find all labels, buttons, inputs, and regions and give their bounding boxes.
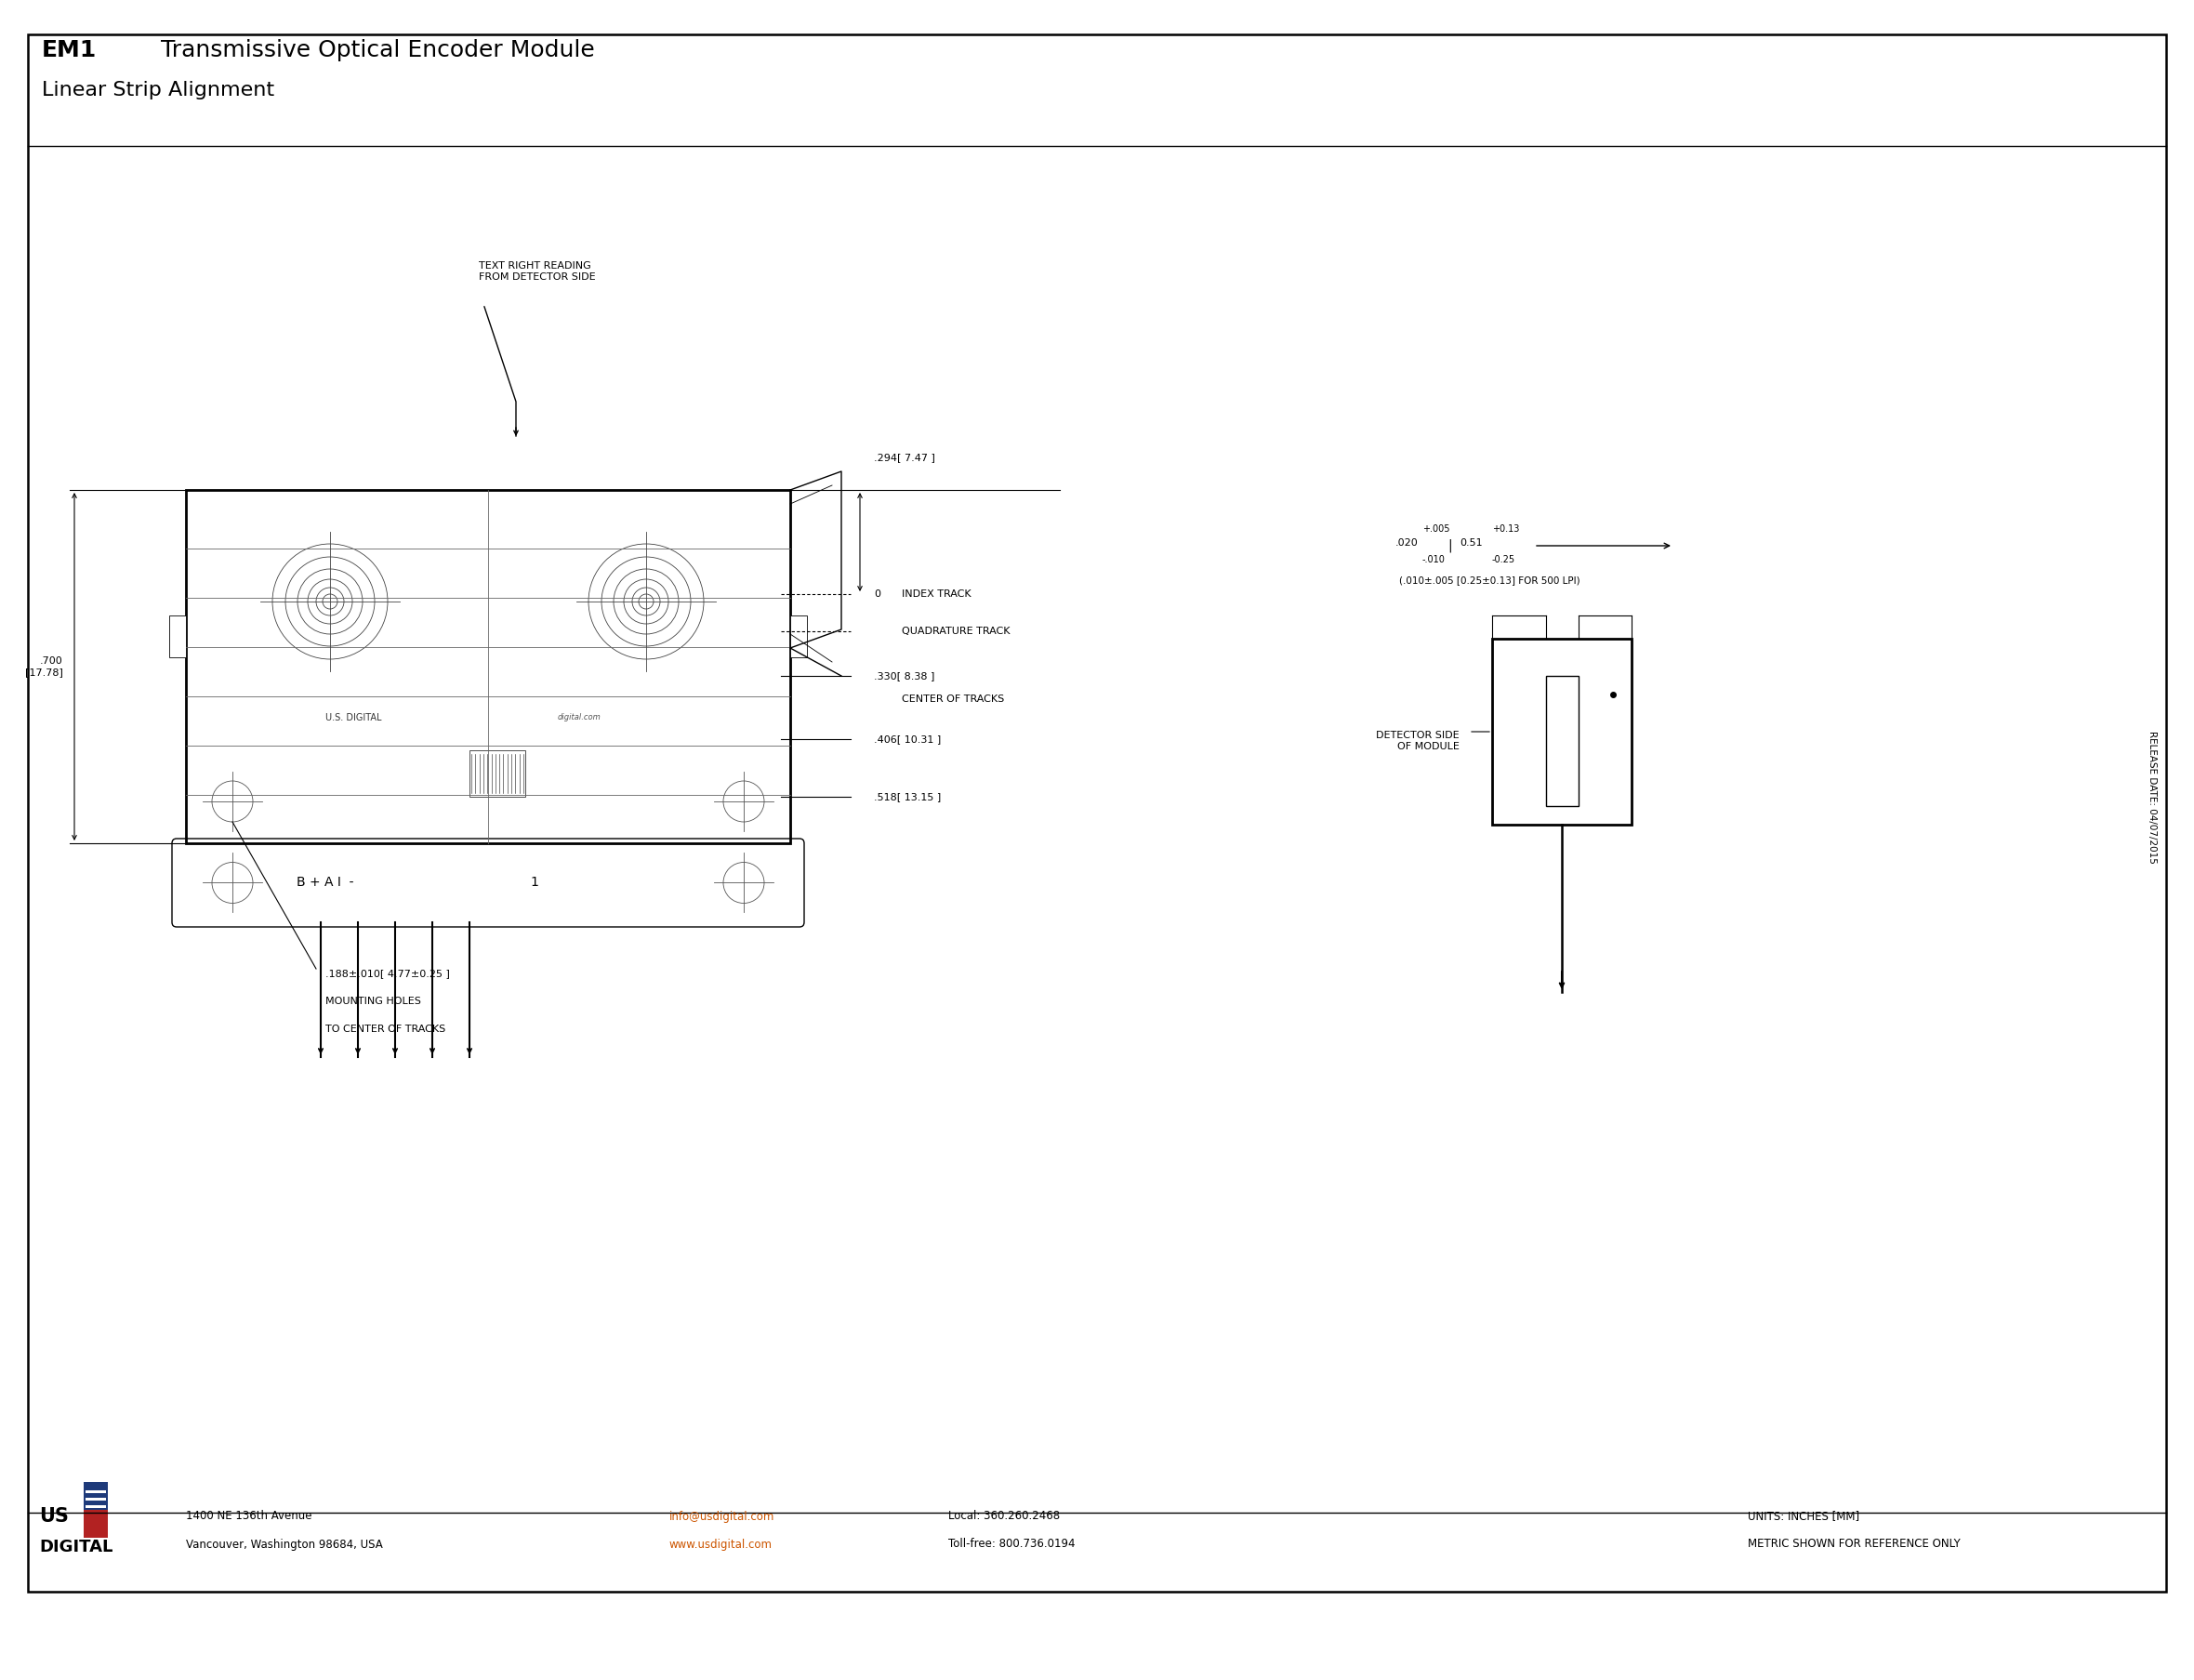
- Text: U.S. DIGITAL: U.S. DIGITAL: [325, 712, 382, 722]
- Text: .020: .020: [1395, 538, 1417, 548]
- Text: TEXT RIGHT READING
FROM DETECTOR SIDE: TEXT RIGHT READING FROM DETECTOR SIDE: [478, 262, 595, 282]
- Text: MOUNTING HOLES: MOUNTING HOLES: [325, 996, 421, 1006]
- Text: |: |: [1448, 539, 1452, 553]
- Bar: [790, 615, 807, 657]
- Text: 1: 1: [531, 877, 540, 889]
- Bar: [1545, 675, 1577, 806]
- Text: B + A I  -: B + A I -: [296, 877, 353, 889]
- Text: +.005: +.005: [1422, 524, 1450, 534]
- Text: -.010: -.010: [1422, 554, 1446, 564]
- Text: +0.13: +0.13: [1492, 524, 1520, 534]
- Text: (.010±.005 [0.25±0.13] FOR 500 LPI): (.010±.005 [0.25±0.13] FOR 500 LPI): [1400, 576, 1580, 585]
- Text: .406[ 10.31 ]: .406[ 10.31 ]: [873, 734, 941, 744]
- Bar: [470, 751, 524, 796]
- Text: .330[ 8.38 ]: .330[ 8.38 ]: [873, 672, 935, 680]
- Text: METRIC SHOWN FOR REFERENCE ONLY: METRIC SHOWN FOR REFERENCE ONLY: [1749, 1539, 1961, 1551]
- Text: US: US: [39, 1507, 68, 1525]
- Text: 1400 NE 136th Avenue: 1400 NE 136th Avenue: [186, 1510, 312, 1522]
- Text: Transmissive Optical Encoder Module: Transmissive Optical Encoder Module: [154, 39, 595, 62]
- Text: CENTER OF TRACKS: CENTER OF TRACKS: [902, 694, 1005, 704]
- Bar: [86, 1490, 105, 1494]
- Text: Vancouver, Washington 98684, USA: Vancouver, Washington 98684, USA: [186, 1539, 382, 1551]
- Bar: [86, 1497, 105, 1500]
- Text: digital.com: digital.com: [557, 714, 601, 722]
- Text: 0: 0: [873, 590, 880, 598]
- Bar: [169, 615, 186, 657]
- Text: Local: 360.260.2468: Local: 360.260.2468: [948, 1510, 1060, 1522]
- Text: 0.51: 0.51: [1459, 538, 1483, 548]
- Bar: [86, 1505, 105, 1509]
- Text: INDEX TRACK: INDEX TRACK: [902, 590, 972, 598]
- Bar: [186, 491, 790, 843]
- Bar: [83, 1510, 108, 1537]
- Text: www.usdigital.com: www.usdigital.com: [669, 1539, 772, 1551]
- Text: Linear Strip Alignment: Linear Strip Alignment: [42, 81, 274, 99]
- Text: DETECTOR SIDE
OF MODULE: DETECTOR SIDE OF MODULE: [1376, 731, 1459, 751]
- Text: EM1: EM1: [42, 39, 97, 62]
- Text: UNITS: INCHES [MM]: UNITS: INCHES [MM]: [1749, 1510, 1861, 1522]
- Text: .700
[17.78]: .700 [17.78]: [24, 657, 64, 677]
- Text: Toll-free: 800.736.0194: Toll-free: 800.736.0194: [948, 1539, 1075, 1551]
- Text: RELEASE DATE: 04/07/2015: RELEASE DATE: 04/07/2015: [2148, 731, 2157, 864]
- Bar: [83, 1482, 108, 1510]
- Bar: [1492, 638, 1632, 825]
- Text: QUADRATURE TRACK: QUADRATURE TRACK: [902, 627, 1009, 637]
- Text: .188±.010[ 4.77±0.25 ]: .188±.010[ 4.77±0.25 ]: [325, 969, 450, 978]
- Text: info@usdigital.com: info@usdigital.com: [669, 1510, 774, 1522]
- Text: -0.25: -0.25: [1492, 554, 1516, 564]
- Text: DIGITAL: DIGITAL: [39, 1539, 112, 1556]
- Text: .294[ 7.47 ]: .294[ 7.47 ]: [873, 454, 935, 462]
- Text: .518[ 13.15 ]: .518[ 13.15 ]: [873, 791, 941, 801]
- Text: TO CENTER OF TRACKS: TO CENTER OF TRACKS: [325, 1025, 445, 1033]
